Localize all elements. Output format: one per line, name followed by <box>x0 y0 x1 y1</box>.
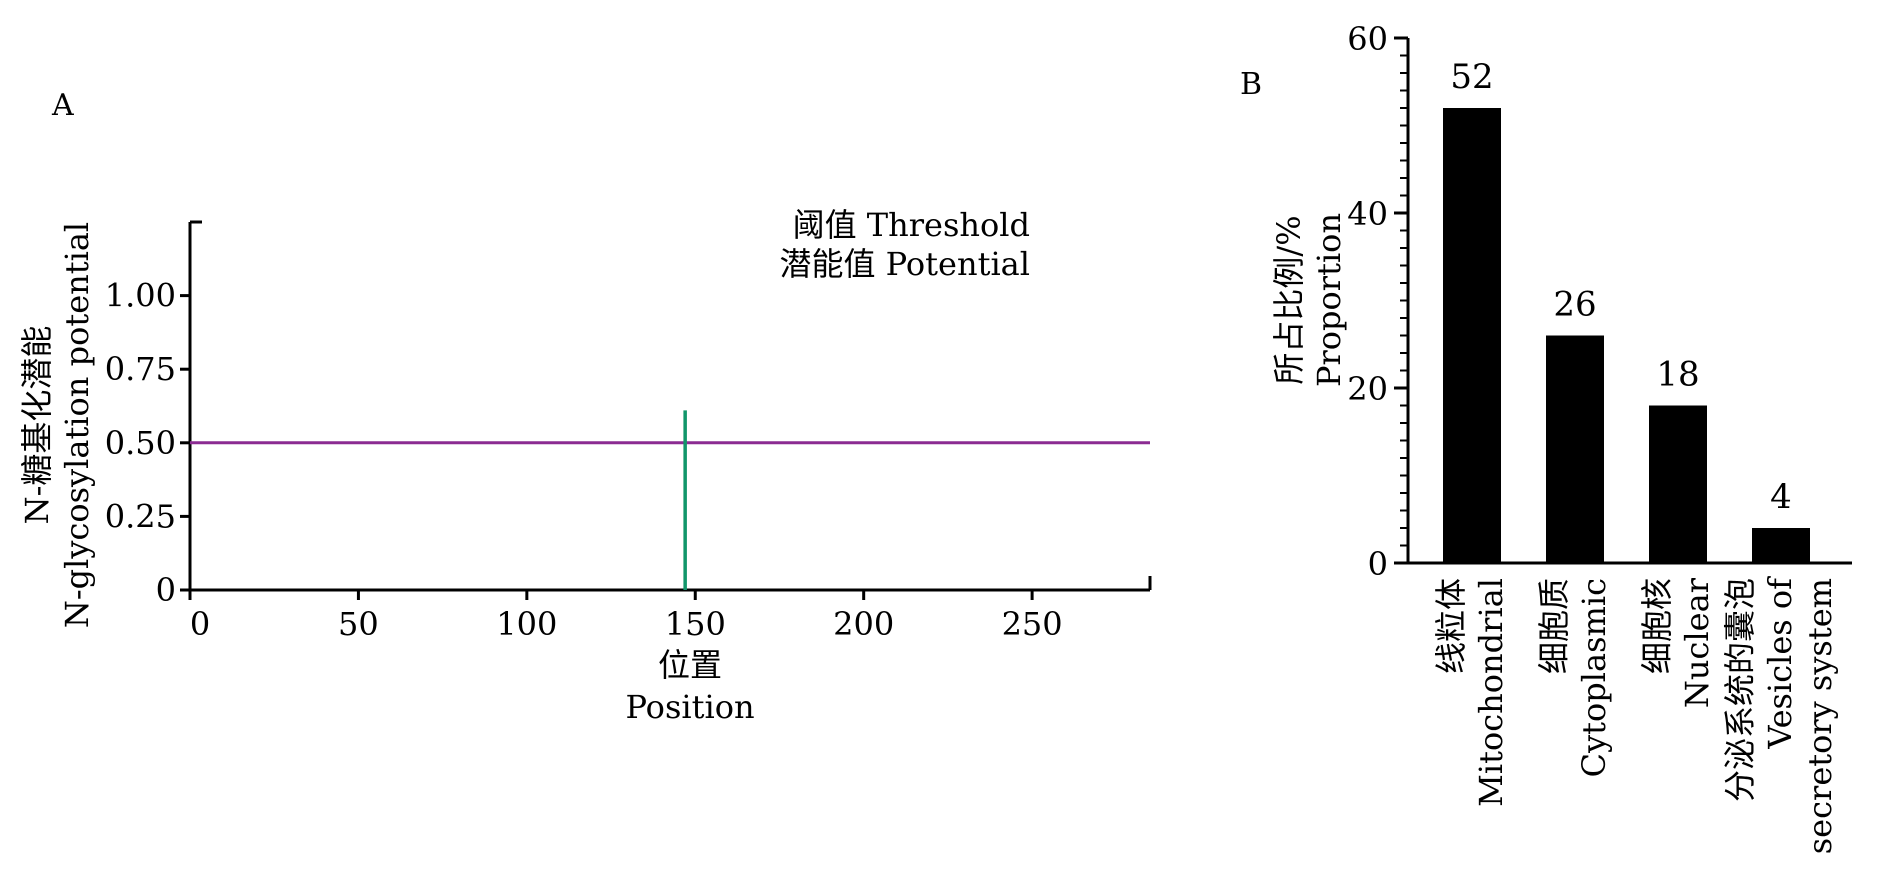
panel-label-a: A <box>51 88 74 123</box>
y-tick-label: 60 <box>1347 20 1388 58</box>
y-tick-label: 0 <box>1368 545 1388 583</box>
legend-threshold: 阈值 Threshold <box>793 206 1030 244</box>
x-tick-label: 100 <box>496 605 557 643</box>
category-label: 细胞质 <box>1535 578 1573 674</box>
y-tick-label: 0 <box>156 571 176 609</box>
y-axis-label-en: N-glycosylation potential <box>58 222 96 628</box>
y-axis-label-cn: N-糖基化潜能 <box>18 326 56 525</box>
y-axis-label-cn: 所占比例/% <box>1270 215 1308 384</box>
category-label: Mitochondrial <box>1472 578 1510 807</box>
bar-value-label: 18 <box>1656 355 1699 395</box>
y-tick-label: 0.25 <box>105 497 176 535</box>
x-tick-label: 150 <box>665 605 726 643</box>
bar <box>1546 335 1604 563</box>
category-label: secretory system <box>1801 578 1839 854</box>
x-axis-label-cn: 位置 <box>658 646 722 684</box>
category-label: 分泌系统的囊泡 <box>1721 578 1759 802</box>
y-tick-label: 0.75 <box>105 350 176 388</box>
bar <box>1752 528 1810 563</box>
panel-label-b: B <box>1240 67 1262 102</box>
x-tick-label: 250 <box>1002 605 1063 643</box>
y-tick-label: 0.50 <box>105 424 176 462</box>
x-axis-label-en: Position <box>625 688 754 726</box>
category-label: Cytoplasmic <box>1575 578 1613 777</box>
y-tick-label: 40 <box>1347 195 1388 233</box>
bar-value-label: 4 <box>1770 477 1792 517</box>
bar-value-label: 52 <box>1450 57 1493 97</box>
y-tick-label: 1.00 <box>105 277 176 315</box>
category-label: Nuclear <box>1678 577 1716 708</box>
bar <box>1443 108 1501 563</box>
bar <box>1649 405 1707 563</box>
y-tick-label: 20 <box>1347 370 1388 408</box>
category-label: 线粒体 <box>1432 578 1470 674</box>
x-tick-label: 50 <box>338 605 379 643</box>
bar-value-label: 26 <box>1553 285 1596 325</box>
x-tick-label: 200 <box>833 605 894 643</box>
y-axis-label-en: Proportion <box>1310 213 1348 387</box>
chart-a: 0 0.25 0.50 0.75 1.00 0 50 100 150 200 250 阈值 Thres… <box>18 206 1152 726</box>
chart-b: 0 20 40 60 52 线粒体 Mitochondrial 26 细胞质 Cytoplasmi… <box>1270 20 1852 854</box>
category-label: 细胞核 <box>1638 578 1676 674</box>
legend-potential: 潜能值 Potential <box>780 245 1031 283</box>
x-tick-label: 0 <box>190 605 210 643</box>
category-label: Vesicles of <box>1761 576 1799 750</box>
